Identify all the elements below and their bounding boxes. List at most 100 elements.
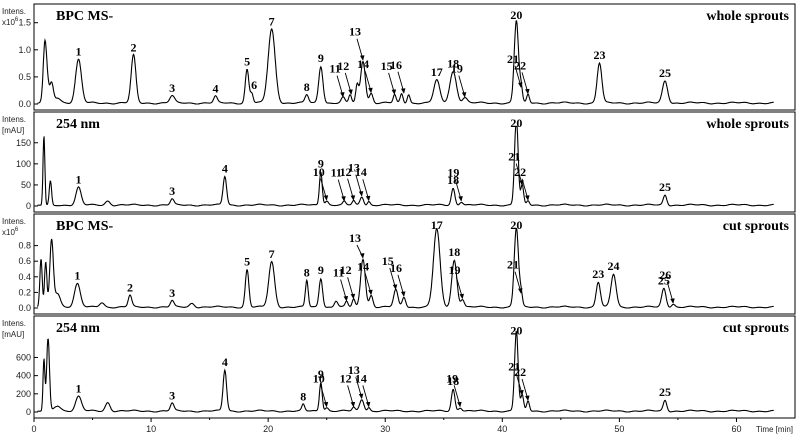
peak-label: 7 — [269, 247, 275, 261]
peak-label: 23 — [592, 267, 604, 281]
x-tick-label: 40 — [497, 424, 507, 434]
y-tick-label: 0.4 — [18, 272, 31, 282]
peak-label: 1 — [75, 381, 81, 395]
y-unit-exponent: 6 — [15, 17, 19, 23]
peak-arrow-head — [323, 195, 329, 201]
peak-arrow-head — [343, 296, 349, 302]
peak-label: 13 — [349, 25, 361, 39]
peak-label: 11 — [333, 266, 344, 280]
peak-arrow-head — [400, 291, 406, 297]
y-tick-label: 100 — [16, 159, 31, 169]
peak-label: 3 — [169, 81, 175, 95]
chromatogram-trace — [37, 125, 774, 207]
x-tick-label: 20 — [263, 424, 273, 434]
peak-label: 1 — [75, 172, 81, 186]
peak-label: 1 — [74, 269, 80, 283]
peak-label: 10 — [313, 165, 325, 179]
y-tick-label: 0.5 — [18, 72, 31, 82]
panel-detector-title: BPC MS- — [56, 9, 114, 24]
peak-arrow-head — [368, 289, 373, 296]
peak-label: 14 — [357, 57, 369, 71]
peak-label: 18 — [448, 245, 460, 259]
peak-label: 9 — [318, 156, 324, 170]
peak-arrow-head — [340, 92, 345, 98]
y-unit-scale: [mAU] — [2, 330, 24, 339]
peak-label: 25 — [659, 66, 671, 80]
panel-frame — [33, 3, 796, 111]
panel-frame — [33, 315, 796, 419]
y-tick-label: 0 — [26, 407, 31, 417]
panel-sample-title: whole sprouts — [706, 9, 789, 24]
x-tick-label: 50 — [614, 424, 624, 434]
panel-detector-title: 254 nm — [56, 117, 100, 132]
y-unit-exponent: 6 — [15, 227, 19, 233]
panel-sample-title: whole sprouts — [706, 117, 789, 132]
peak-label: 19 — [446, 371, 458, 385]
peak-label: 23 — [593, 48, 605, 62]
peak-arrow-head — [358, 191, 364, 197]
y-tick-label: 0.8 — [18, 241, 31, 251]
peak-label: 15 — [382, 254, 394, 268]
y-tick-label: 0.6 — [18, 256, 31, 266]
peak-label: 3 — [169, 388, 175, 402]
peak-arrow-head — [518, 288, 523, 294]
y-unit-scale: [mAU] — [2, 126, 24, 135]
peak-label: 8 — [304, 80, 310, 94]
peak-label: 21 — [508, 150, 520, 164]
y-tick-label: 1.0 — [18, 45, 31, 55]
peak-arrow-head — [359, 253, 365, 259]
peak-label: 12 — [340, 371, 352, 385]
peak-label: 14 — [357, 259, 369, 273]
peak-label: 5 — [244, 54, 250, 68]
peak-arrow-head — [350, 401, 356, 408]
peak-label: 20 — [510, 323, 522, 337]
peak-label: 7 — [269, 14, 275, 28]
peak-label: 20 — [510, 116, 522, 130]
peak-arrow-head — [525, 195, 530, 201]
peak-arrow-head — [368, 87, 373, 94]
y-unit-label: Intens. — [2, 319, 26, 328]
chromatogram-trace — [36, 227, 774, 309]
peak-arrow-head — [458, 196, 463, 202]
x-axis-label: Time [min] — [756, 425, 793, 434]
y-tick-label: 150 — [16, 138, 31, 148]
peak-label: 15 — [381, 59, 393, 73]
peak-arrow-head — [323, 401, 329, 408]
panel-p3: 0.0 0.2 0.4 0.6 0.8 Intens.x106 BPC MS-cut spr… — [2, 213, 796, 315]
peak-arrow-head — [341, 196, 346, 202]
peak-label: 21 — [508, 360, 520, 374]
y-unit-label: Intens. — [2, 115, 26, 124]
peak-label: 21 — [507, 258, 519, 272]
peak-label: 9 — [318, 367, 324, 381]
y-tick-label: 200 — [16, 389, 31, 399]
peak-arrow-head — [457, 401, 462, 408]
y-tick-label: 0.2 — [18, 287, 31, 297]
peak-arrow-head — [392, 284, 398, 290]
panel-detector-title: BPC MS- — [56, 219, 114, 234]
panel-p4: 0 200 400 600 Intens. [mAU] 254 nm cut sprouts 1… — [2, 315, 796, 419]
peak-arrow-head — [391, 89, 397, 95]
peak-label: 14 — [355, 165, 367, 179]
peak-label: 3 — [169, 184, 175, 198]
y-tick-label: 0.0 — [18, 303, 31, 313]
peak-arrow-head — [459, 293, 465, 300]
peak-arrow-head — [525, 88, 530, 95]
x-tick-label: 10 — [146, 424, 156, 434]
peak-label: 20 — [510, 218, 522, 232]
peak-arrow-head — [350, 195, 356, 201]
peak-label: 9 — [318, 51, 324, 65]
chromatogram-trace — [37, 331, 774, 413]
y-tick-label: 1.5 — [18, 18, 31, 28]
y-tick-label: 400 — [16, 371, 31, 381]
peak-label: 22 — [514, 165, 526, 179]
peak-arrow-head — [400, 88, 406, 94]
peak-arrow-head — [461, 92, 467, 98]
peak-label: 25 — [658, 273, 670, 287]
y-tick-label: 50 — [21, 180, 31, 190]
peak-label: 17 — [431, 218, 443, 232]
peak-label: 14 — [355, 371, 367, 385]
peak-label: 6 — [251, 78, 257, 92]
peak-arrow-head — [365, 195, 371, 202]
x-tick-label: 60 — [731, 424, 741, 434]
